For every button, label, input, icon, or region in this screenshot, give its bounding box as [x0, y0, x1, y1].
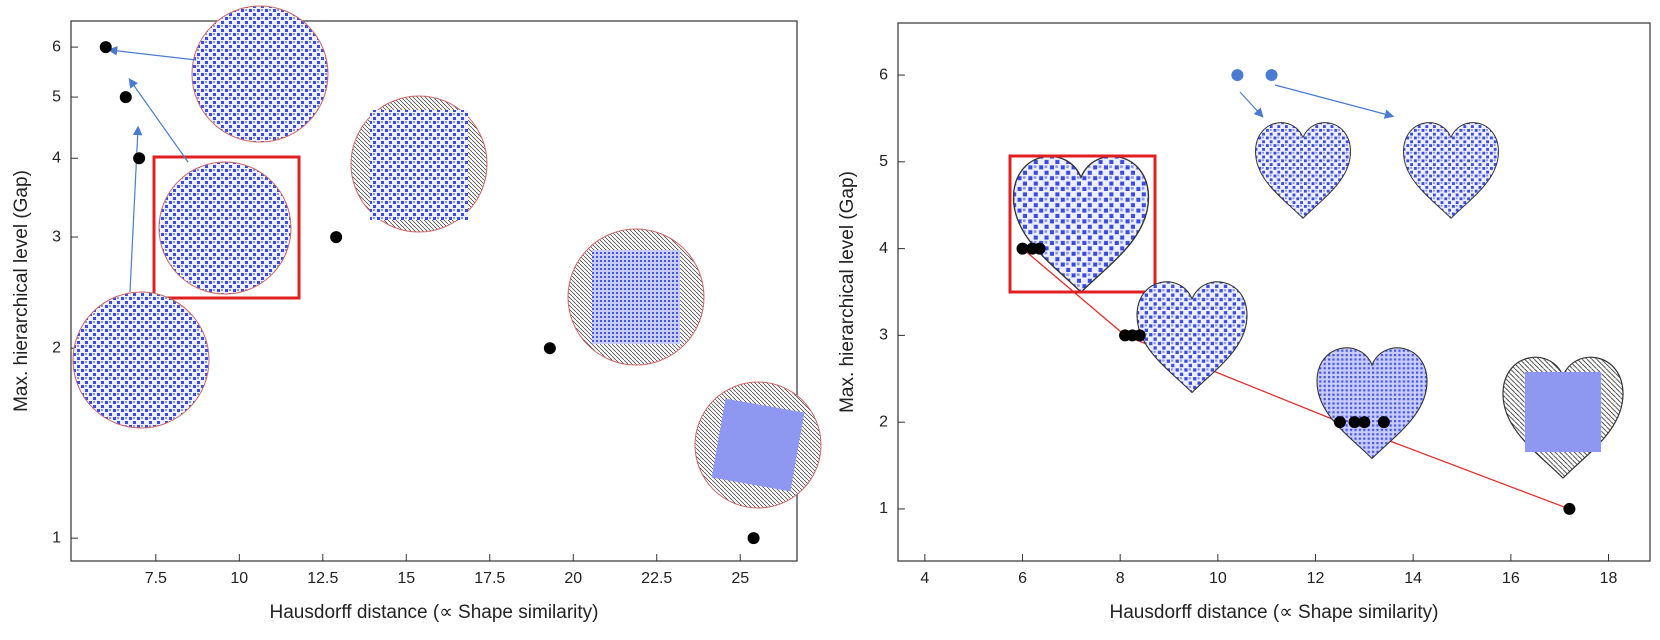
y-tick-label: 2	[52, 339, 61, 356]
y-tick-label: 5	[879, 153, 888, 170]
point	[1231, 69, 1244, 82]
y-tick-label: 2	[879, 413, 888, 430]
x-tick-label: 10	[1209, 570, 1227, 587]
x-axis-label: Hausdorff distance (∝ Shape similarity)	[1110, 602, 1439, 623]
point	[1563, 502, 1576, 515]
y-axis-label: Max. hierarchical level (Gap)	[837, 171, 858, 413]
point	[543, 342, 556, 355]
insets	[72, 5, 1624, 509]
x-tick-label: 10	[230, 570, 248, 587]
y-tick-label: 4	[879, 240, 888, 257]
y-tick-label: 6	[52, 38, 61, 55]
y-tick-label: 5	[52, 88, 61, 105]
x-tick-label: 6	[1018, 570, 1027, 587]
y-tick-label: 1	[879, 500, 888, 517]
x-axis-label: Hausdorff distance (∝ Shape similarity)	[270, 602, 599, 623]
y-tick-label: 3	[879, 327, 888, 344]
point	[133, 152, 146, 165]
y-tick-label: 6	[879, 66, 888, 83]
point	[1377, 416, 1390, 429]
point	[1265, 69, 1278, 82]
frontier-line	[1022, 248, 1570, 510]
x-tick-label: 4	[920, 570, 929, 587]
chart: 7.5 10 12.5 15 17.5 20 22.5 25 1 2 3 4 5 6 Hausdorff d…	[11, 20, 798, 623]
point	[119, 91, 132, 104]
point	[1016, 242, 1029, 255]
point	[1333, 416, 1346, 429]
x-tick-label: 14	[1404, 570, 1422, 587]
x-tick-label: 20	[564, 570, 582, 587]
x-tick-label: 15	[397, 570, 415, 587]
plot-frame	[70, 20, 798, 562]
point	[747, 532, 760, 545]
y-axis-label: Max. hierarchical level (Gap)	[11, 170, 32, 412]
point	[1358, 416, 1371, 429]
point	[1133, 329, 1146, 342]
point	[99, 41, 112, 54]
point	[1348, 416, 1361, 429]
x-tick-label: 7.5	[145, 570, 167, 587]
x-tick-label: 22.5	[641, 570, 672, 587]
plot-frame	[897, 22, 1651, 562]
y-tick-label: 3	[52, 228, 61, 245]
x-tick-label: 12.5	[307, 570, 338, 587]
x-tick-label: 12	[1307, 570, 1325, 587]
x-tick-label: 25	[731, 570, 749, 587]
x-tick-label: 16	[1502, 570, 1520, 587]
x-tick-label: 17.5	[474, 570, 505, 587]
point	[330, 231, 343, 244]
y-tick-label: 4	[52, 149, 61, 166]
y-tick-label: 1	[52, 529, 61, 546]
x-tick-label: 18	[1600, 570, 1618, 587]
point	[1033, 242, 1046, 255]
x-tick-label: 8	[1116, 570, 1125, 587]
